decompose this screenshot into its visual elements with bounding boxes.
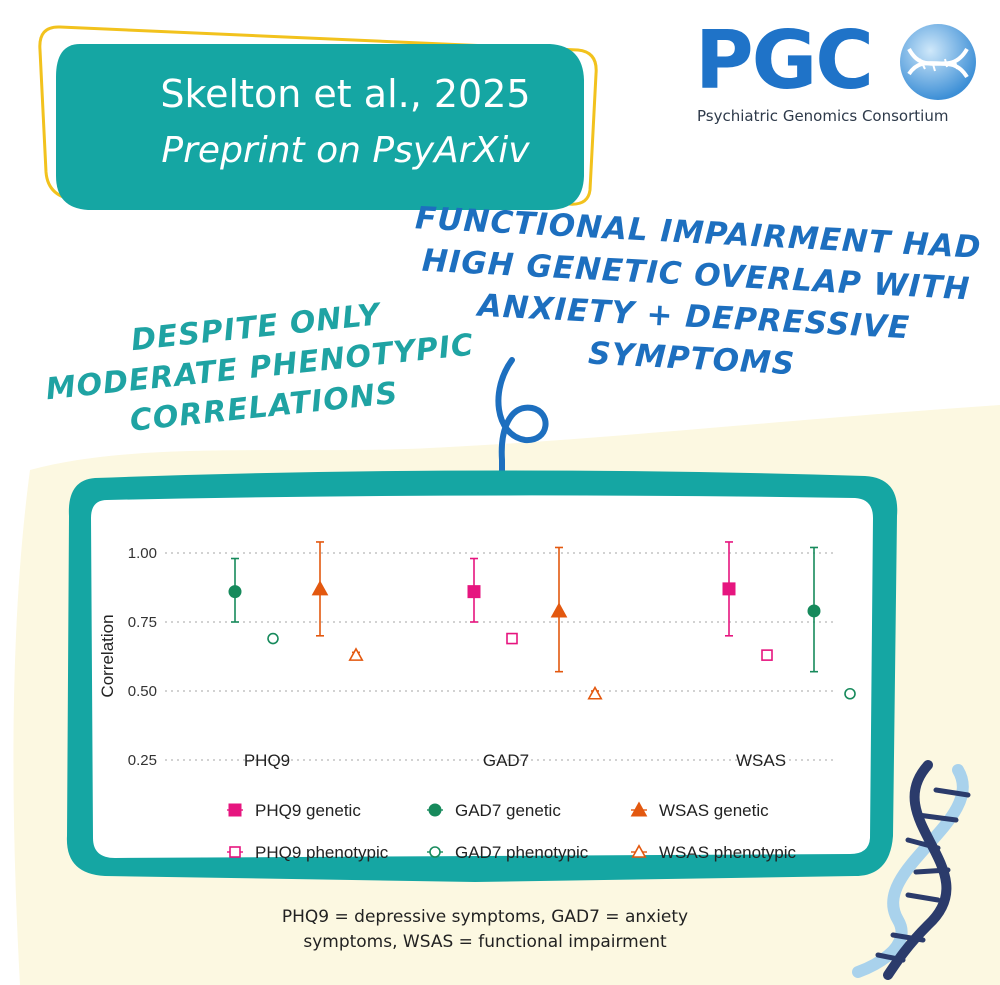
data-point — [807, 604, 821, 618]
data-point — [428, 803, 442, 817]
data-point — [311, 580, 329, 596]
logo-subtitle: Psychiatric Genomics Consortium — [697, 107, 949, 125]
data-point — [267, 632, 279, 645]
chart-frame: 0.25 0.50 0.75 1.00 Correlation PHQ9 GAD7 WSAS P… — [55, 466, 905, 886]
data-point — [844, 687, 856, 700]
legend-label: WSAS genetic — [659, 801, 769, 820]
y-tick-label: 0.50 — [128, 683, 157, 700]
caption-line-2: symptoms, WSAS = functional impairment — [303, 932, 667, 952]
y-tick-label: 1.00 — [128, 545, 157, 562]
legend-label: PHQ9 genetic — [255, 801, 361, 820]
legend-label: GAD7 phenotypic — [455, 843, 589, 862]
caption-line-1: PHQ9 = depressive symptoms, GAD7 = anxie… — [281, 907, 689, 927]
data-point — [229, 846, 241, 858]
x-tick-label: GAD7 — [483, 751, 529, 770]
legend-label: WSAS phenotypic — [659, 843, 797, 862]
abbreviation-caption: PHQ9 = depressive symptoms, GAD7 = anxie… — [220, 905, 750, 955]
y-tick-label: 0.25 — [128, 752, 157, 769]
data-point — [348, 647, 364, 661]
y-axis-label: Correlation — [98, 614, 117, 697]
legend-label: GAD7 genetic — [455, 801, 561, 820]
x-tick-label: WSAS — [736, 751, 786, 770]
data-point — [587, 685, 603, 700]
data-point — [631, 844, 647, 858]
globe-dna-icon — [900, 24, 976, 100]
y-tick-label: 0.75 — [128, 614, 157, 631]
correlation-chart: 0.25 0.50 0.75 1.00 Correlation PHQ9 GAD7 WSAS P… — [66, 470, 898, 882]
dna-helix-icon — [852, 760, 971, 980]
x-tick-label: PHQ9 — [244, 751, 290, 770]
data-point — [550, 602, 568, 618]
data-point — [722, 582, 736, 596]
title-banner: Skelton et al., 2025 Preprint on PsyArXi… — [38, 22, 613, 212]
data-point — [630, 801, 648, 817]
logo-wordmark: PGC — [695, 14, 874, 107]
venue-text: Preprint on PsyArXiv — [161, 130, 530, 171]
citation-text: Skelton et al., 2025 — [160, 72, 531, 116]
data-point — [761, 649, 773, 661]
data-point — [467, 585, 481, 599]
data-point — [228, 585, 242, 599]
data-point — [429, 846, 441, 858]
pgc-logo: PGC Psychiatric Genomics Consortium — [695, 15, 995, 135]
legend-label: PHQ9 phenotypic — [255, 843, 389, 862]
data-point — [228, 803, 242, 817]
data-point — [506, 632, 518, 645]
